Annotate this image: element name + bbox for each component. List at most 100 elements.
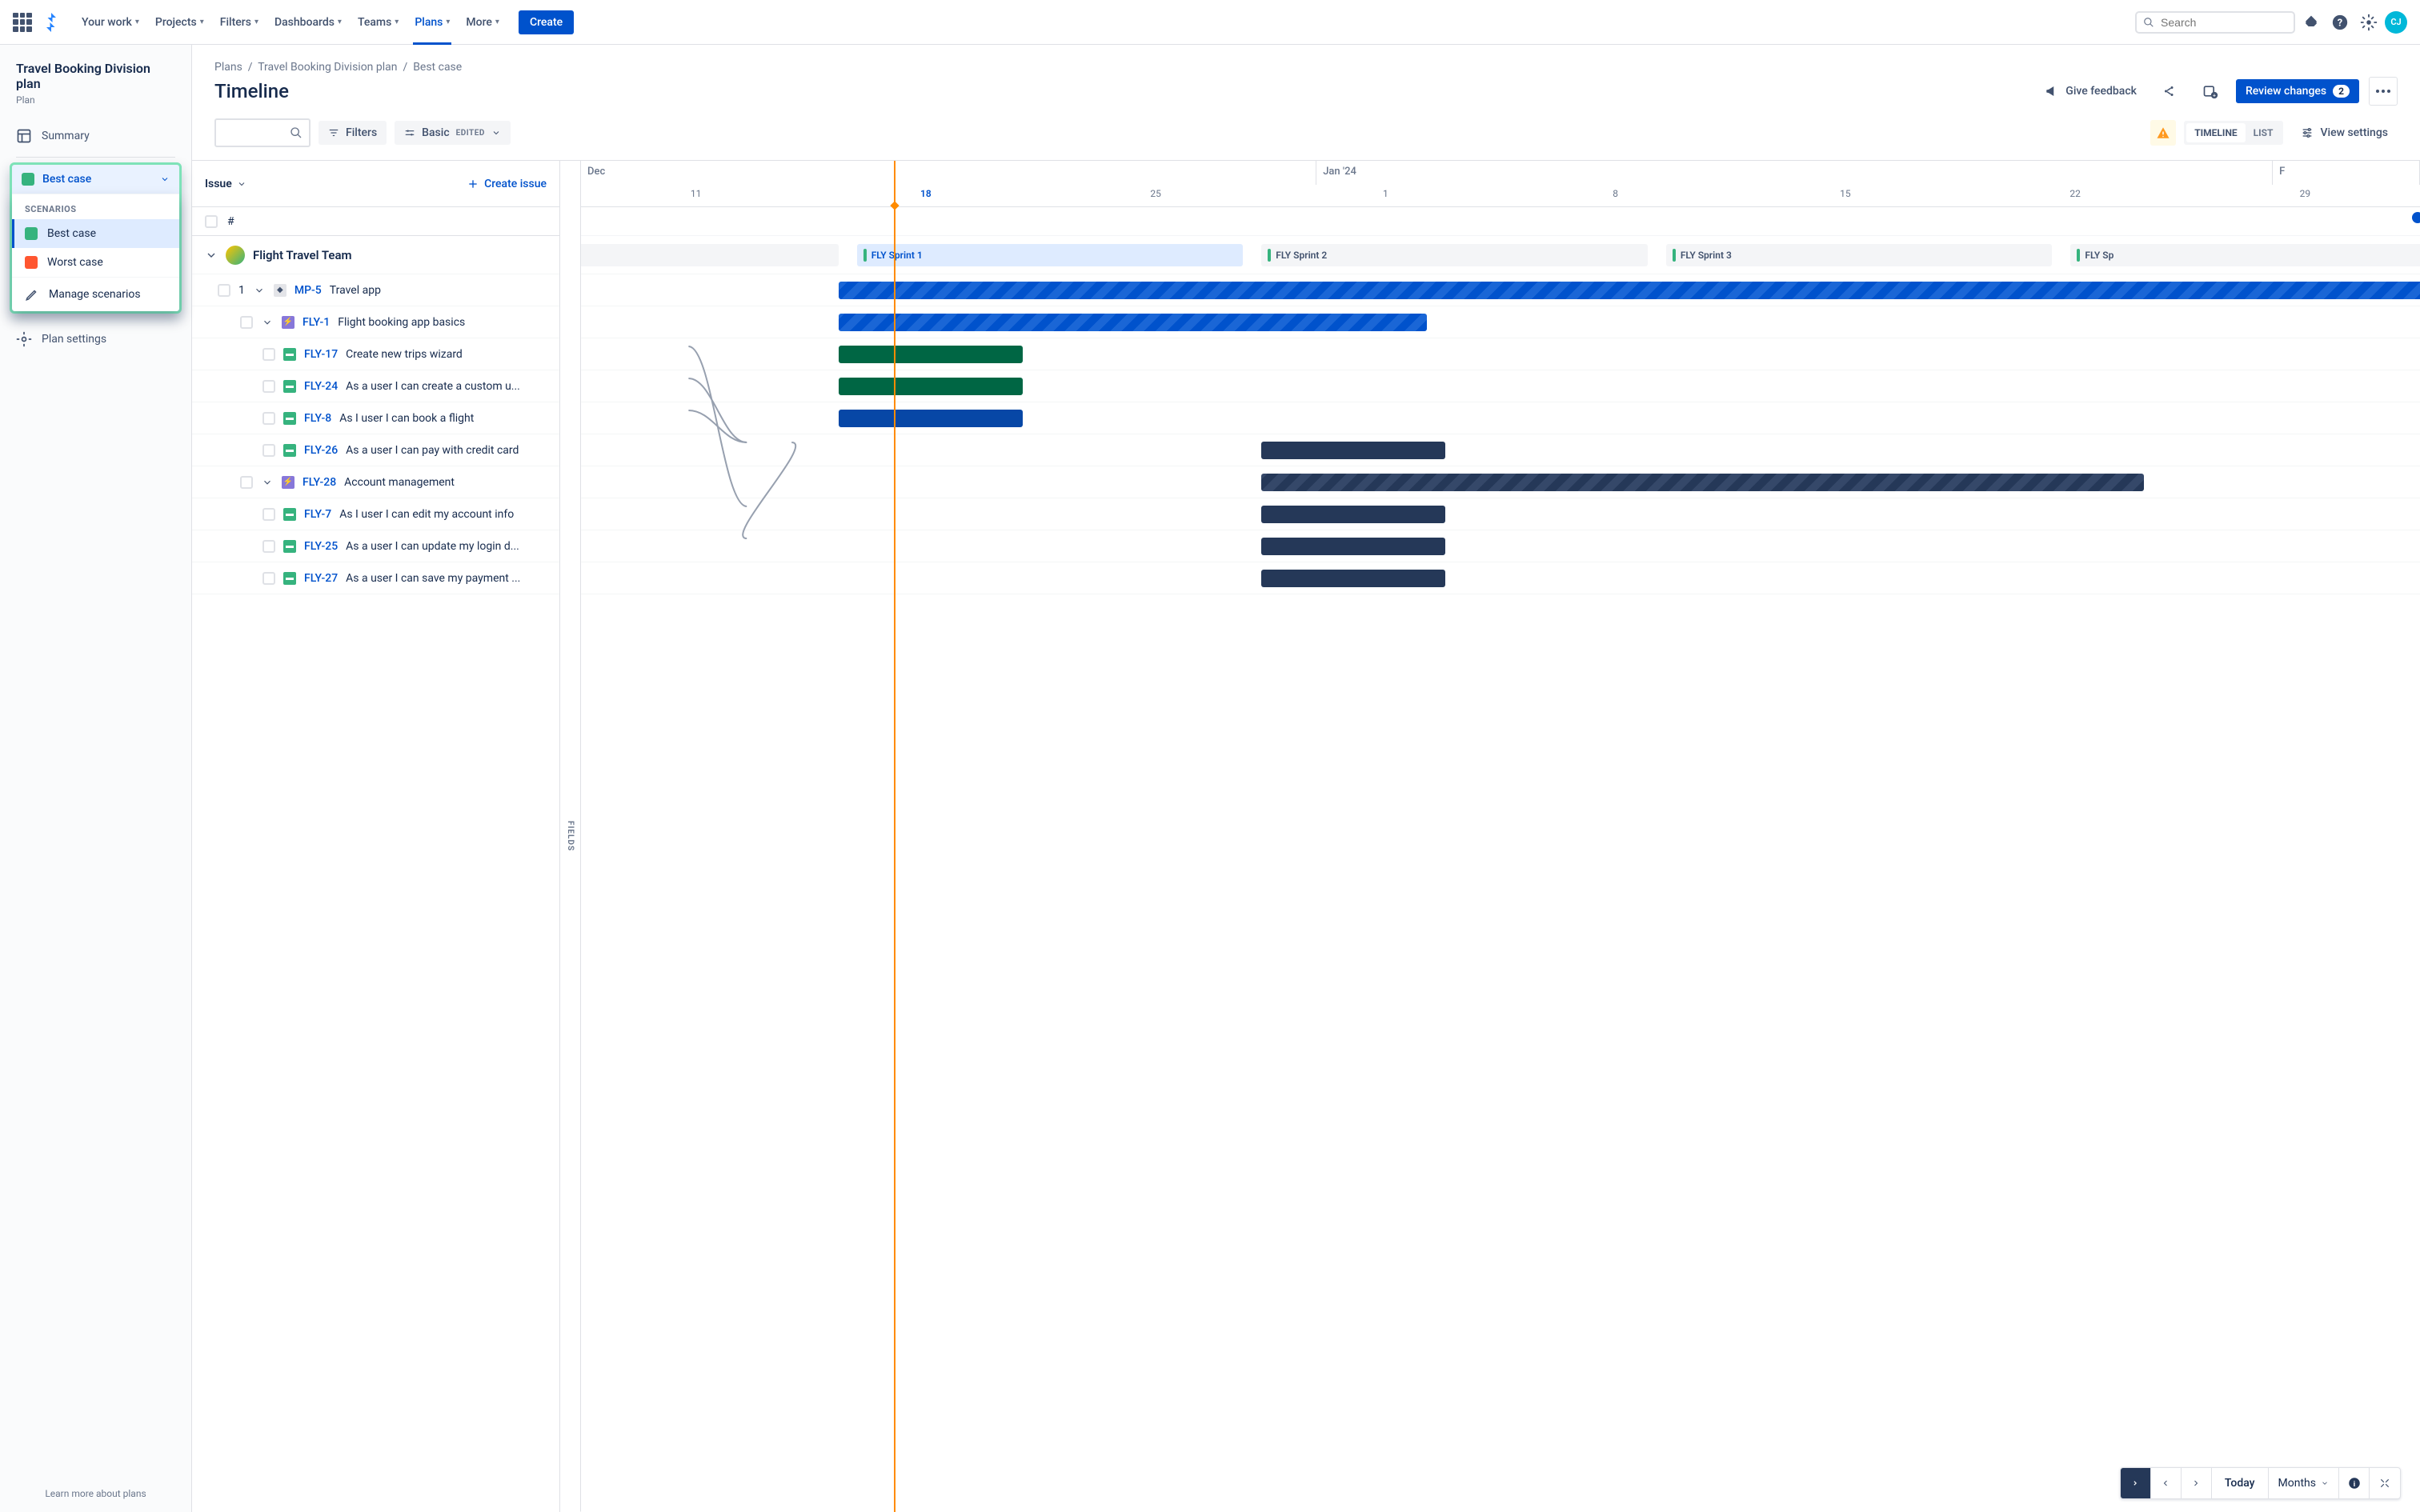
basic-filter-button[interactable]: Basic EDITED [395, 121, 511, 145]
issue-row[interactable]: 1◆MP-5Travel app [192, 274, 559, 306]
issue-row[interactable]: ▬FLY-26As a user I can pay with credit c… [192, 434, 559, 466]
gantt-bar[interactable] [839, 378, 1023, 395]
legend-button[interactable]: i [2339, 1468, 2370, 1498]
issue-key[interactable]: FLY-1 [302, 316, 330, 329]
sprint-pill[interactable]: t sprint [581, 244, 839, 266]
scenario-option-best-case[interactable]: Best case [12, 219, 179, 248]
give-feedback-button[interactable]: Give feedback [2037, 79, 2145, 103]
issue-row[interactable]: ⚡FLY-1Flight booking app basics [192, 306, 559, 338]
issue-key[interactable]: FLY-26 [304, 444, 338, 457]
sprint-pill[interactable]: FLY Sprint 3 [1666, 244, 2053, 266]
gantt-bar[interactable] [839, 282, 2420, 299]
nav-projects[interactable]: Projects▾ [147, 11, 212, 34]
issue-checkbox[interactable] [262, 444, 275, 457]
gantt-bar[interactable] [1261, 506, 1445, 523]
issue-checkbox[interactable] [262, 412, 275, 425]
scenario-dropdown[interactable]: Best case SCENARIOS Best caseWorst case … [10, 162, 182, 314]
issue-key[interactable]: FLY-27 [304, 572, 338, 585]
settings-icon[interactable] [2356, 10, 2382, 35]
nav-filters[interactable]: Filters▾ [212, 11, 266, 34]
learn-more-link[interactable]: Learn more about plans [0, 1488, 191, 1499]
nav-teams[interactable]: Teams▾ [350, 11, 407, 34]
help-icon[interactable]: ? [2327, 10, 2353, 35]
gantt-bar[interactable] [1261, 474, 2144, 491]
expand-icon[interactable] [253, 285, 266, 296]
issue-key[interactable]: FLY-17 [304, 348, 338, 361]
gantt-bar[interactable] [1261, 442, 1445, 459]
jira-logo[interactable] [42, 13, 61, 32]
create-issue-button[interactable]: Create issue [467, 178, 547, 190]
view-list[interactable]: LIST [2246, 123, 2282, 142]
sort-column[interactable]: # [227, 215, 234, 228]
search-box[interactable] [2135, 11, 2295, 34]
zoom-select[interactable]: Months [2269, 1468, 2339, 1498]
team-row[interactable]: Flight Travel Team [192, 236, 559, 274]
select-all-checkbox[interactable] [205, 215, 218, 228]
sprint-pill[interactable]: FLY Sprint 1 [857, 244, 1244, 266]
sidebar-plan-settings[interactable]: Plan settings [0, 323, 191, 355]
next-button[interactable] [2182, 1468, 2212, 1498]
gantt-bar[interactable] [1261, 538, 1445, 555]
issue-row[interactable]: ▬FLY-25As a user I can update my login d… [192, 530, 559, 562]
issue-checkbox[interactable] [262, 380, 275, 393]
more-actions-button[interactable] [2369, 77, 2398, 106]
issue-row[interactable]: ▬FLY-17Create new trips wizard [192, 338, 559, 370]
sprint-pill[interactable]: FLY Sprint 2 [1261, 244, 1648, 266]
issue-key[interactable]: FLY-7 [304, 508, 331, 521]
issue-row[interactable]: ▬FLY-27As a user I can save my payment .… [192, 562, 559, 594]
fullscreen-button[interactable] [2370, 1468, 2400, 1498]
user-avatar[interactable]: CJ [2385, 11, 2407, 34]
issue-row[interactable]: ⚡FLY-28Account management [192, 466, 559, 498]
export-button[interactable]: + [2194, 78, 2226, 104]
issue-checkbox[interactable] [262, 540, 275, 553]
gantt-bar[interactable] [1261, 570, 1445, 587]
release-marker[interactable] [2412, 212, 2420, 223]
prev-button[interactable] [2151, 1468, 2182, 1498]
collapse-icon[interactable] [205, 249, 218, 262]
today-button[interactable]: Today [2212, 1468, 2269, 1498]
view-settings-button[interactable]: View settings [2291, 121, 2398, 145]
filters-button[interactable]: Filters [319, 121, 387, 145]
app-switcher[interactable] [13, 13, 32, 32]
search-input[interactable] [2161, 16, 2287, 29]
sprint-pill[interactable]: FLY Sp [2070, 244, 2420, 266]
review-changes-button[interactable]: Review changes 2 [2236, 79, 2359, 103]
scenario-selected[interactable]: Best case [12, 165, 179, 194]
breadcrumb-link[interactable]: Plans [214, 61, 242, 74]
issue-key[interactable]: FLY-25 [304, 540, 338, 553]
issue-checkbox[interactable] [240, 316, 253, 329]
scroll-left-button[interactable] [2121, 1468, 2151, 1498]
issue-key[interactable]: FLY-8 [304, 412, 331, 425]
breadcrumb-link[interactable]: Best case [413, 61, 462, 74]
create-button[interactable]: Create [519, 10, 574, 34]
manage-scenarios[interactable]: Manage scenarios [12, 277, 179, 311]
expand-icon[interactable] [261, 477, 274, 488]
nav-plans[interactable]: Plans▾ [407, 11, 458, 34]
gantt-bar[interactable] [839, 314, 1427, 331]
issue-key[interactable]: MP-5 [294, 284, 322, 297]
issue-row[interactable]: ▬FLY-24As a user I can create a custom u… [192, 370, 559, 402]
scenario-option-worst-case[interactable]: Worst case [12, 248, 179, 277]
issue-row[interactable]: ▬FLY-8As I user I can book a flight [192, 402, 559, 434]
issue-checkbox[interactable] [262, 348, 275, 361]
notifications-icon[interactable] [2298, 10, 2324, 35]
expand-icon[interactable] [261, 317, 274, 328]
view-timeline[interactable]: TIMELINE [2186, 123, 2245, 142]
nav-your-work[interactable]: Your work▾ [74, 11, 147, 34]
issue-key[interactable]: FLY-28 [302, 476, 336, 489]
nav-more[interactable]: More▾ [458, 11, 507, 34]
fields-tab[interactable]: FIELDS [560, 161, 581, 1512]
issue-key[interactable]: FLY-24 [304, 380, 338, 393]
issue-checkbox[interactable] [240, 476, 253, 489]
nav-dashboards[interactable]: Dashboards▾ [266, 11, 350, 34]
toolbar-search[interactable] [214, 118, 311, 147]
issue-checkbox[interactable] [218, 284, 230, 297]
sidebar-summary[interactable]: Summary [0, 120, 191, 152]
issue-checkbox[interactable] [262, 508, 275, 521]
issue-column-header[interactable]: Issue [205, 178, 246, 190]
issue-row[interactable]: ▬FLY-7As I user I can edit my account in… [192, 498, 559, 530]
gantt-bar[interactable] [839, 346, 1023, 363]
breadcrumb-link[interactable]: Travel Booking Division plan [258, 61, 397, 74]
gantt-bar[interactable] [839, 410, 1023, 427]
warning-indicator[interactable] [2150, 120, 2176, 146]
